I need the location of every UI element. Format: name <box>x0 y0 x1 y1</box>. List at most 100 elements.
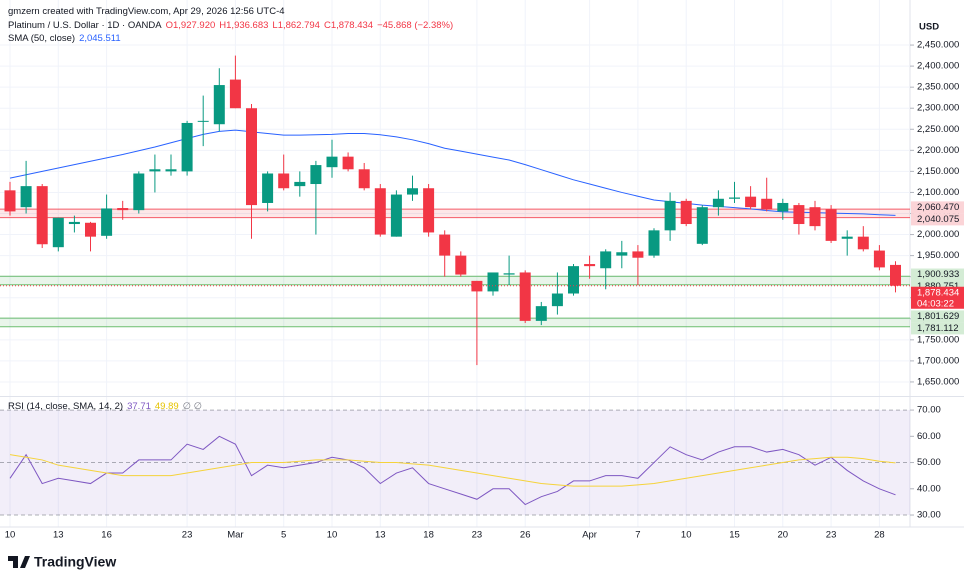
candle-body <box>616 252 628 256</box>
candle-body <box>632 251 644 258</box>
candle-body <box>133 173 145 211</box>
y-tick-label: 2,100.000 <box>917 187 959 198</box>
candle-body <box>439 234 451 256</box>
rsi-legend: RSI (14, close, SMA, 14, 2) 37.71 49.89 … <box>8 401 202 412</box>
zone-top-label-bg <box>911 201 964 214</box>
zone-top-label-bg <box>911 310 964 323</box>
price-pane <box>0 44 910 383</box>
candle-body <box>229 79 241 109</box>
symbol-legend: Platinum / U.S. Dollar · 1D · OANDA O1,9… <box>8 20 453 31</box>
candle-body <box>278 173 290 189</box>
candle-body <box>745 196 757 208</box>
candle-body <box>4 190 16 212</box>
candle-body <box>809 207 821 227</box>
x-tick-label: 5 <box>281 530 286 541</box>
x-tick-label: 16 <box>101 530 112 541</box>
rsi-value: 37.71 <box>127 401 151 412</box>
candle-body <box>873 250 885 268</box>
candle-body <box>326 156 338 168</box>
y-tick-label: 1,750.000 <box>917 334 959 345</box>
rsi-ma-value: 49.89 <box>154 401 179 412</box>
candle-body <box>471 280 483 292</box>
x-tick-label: 10 <box>681 530 692 541</box>
author-line: gmzern created with TradingView.com, Apr… <box>8 6 285 17</box>
x-tick-label: 20 <box>778 530 789 541</box>
zone-top-label: 1,801.629 <box>917 311 959 322</box>
candle-body <box>165 169 177 172</box>
y-tick-label: 2,200.000 <box>917 145 959 156</box>
sma-name[interactable]: SMA (50, close) <box>8 33 76 44</box>
candle-body <box>551 293 563 307</box>
candle-body <box>85 222 96 237</box>
x-tick-label: Apr <box>582 530 597 541</box>
y-tick-label: 60.00 <box>917 431 941 442</box>
x-tick-label: 18 <box>423 530 434 541</box>
candle-body <box>68 221 80 225</box>
candle-body <box>841 236 853 239</box>
author-text: gmzern created with TradingView.com, Apr… <box>8 6 285 17</box>
zone-top-label: 1,900.933 <box>917 269 959 280</box>
candle-body <box>680 200 692 225</box>
x-tick-label: 26 <box>520 530 531 541</box>
candle-body <box>584 264 596 267</box>
candle-body <box>358 169 370 189</box>
y-tick-label: 2,250.000 <box>917 124 959 135</box>
last-price-label: 1,878.434 <box>917 287 959 298</box>
y-tick-label: 2,000.000 <box>917 229 959 240</box>
candle-body <box>648 230 660 256</box>
zone <box>0 276 910 285</box>
symbol-name[interactable]: Platinum / U.S. Dollar · 1D · OANDA <box>8 20 162 31</box>
logo: TradingView <box>8 554 116 570</box>
zone-bottom-label-bg <box>911 213 964 226</box>
candle-body <box>52 217 64 248</box>
candle-body <box>390 194 402 237</box>
candle-body <box>825 209 837 241</box>
y-tick-label: 1,650.000 <box>917 376 959 387</box>
y-tick-label: 1,700.000 <box>917 355 959 366</box>
currency-label: USD <box>919 22 939 33</box>
candle-body <box>600 251 612 269</box>
indicator-line <box>9 454 896 487</box>
zone-bottom-label: 1,781.112 <box>917 323 959 334</box>
y-tick-label: 2,450.000 <box>917 40 959 51</box>
last-price-bg <box>911 286 964 309</box>
zone <box>0 318 910 327</box>
candle-body <box>696 207 708 244</box>
candle-body <box>793 205 805 225</box>
x-tick-label: 13 <box>53 530 64 541</box>
x-tick-label: 23 <box>472 530 483 541</box>
x-tick-label: 28 <box>874 530 885 541</box>
candle-body <box>374 188 386 235</box>
y-tick-label: 2,400.000 <box>917 61 959 72</box>
ohlc-change: −45.868 (−2.38%) <box>377 20 454 31</box>
y-tick-label: 1,950.000 <box>917 250 959 261</box>
y-tick-label: 2,150.000 <box>917 166 959 177</box>
candle-body <box>503 273 515 275</box>
y-tick-label: 40.00 <box>917 483 941 494</box>
candle-body <box>101 208 113 236</box>
candle-body <box>407 188 418 195</box>
candle-body <box>20 186 32 208</box>
countdown-label: 04:03:22 <box>917 298 954 309</box>
candle-body <box>262 173 274 203</box>
candle-body <box>149 169 161 172</box>
candle-body <box>519 272 531 321</box>
ohlc-low: L1,862.794 <box>272 20 320 31</box>
rsi-extra: ∅ ∅ <box>182 401 202 412</box>
candle-body <box>455 255 467 275</box>
ohlc-open: O1,927.920 <box>165 20 216 31</box>
x-tick-label: 10 <box>327 530 338 541</box>
zone-bottom-label-bg <box>911 322 964 335</box>
candle-body <box>535 306 547 321</box>
candle-body <box>890 264 901 286</box>
candle-body <box>664 200 676 231</box>
candle-body <box>423 188 435 233</box>
indicator-line <box>9 435 896 506</box>
y-tick-label: 50.00 <box>917 457 941 468</box>
candle-body <box>777 202 789 212</box>
rsi-name[interactable]: RSI (14, close, SMA, 14, 2) <box>8 401 124 412</box>
candle-body <box>181 122 193 172</box>
logo-text: TradingView <box>34 554 116 570</box>
candle-body <box>857 236 869 250</box>
